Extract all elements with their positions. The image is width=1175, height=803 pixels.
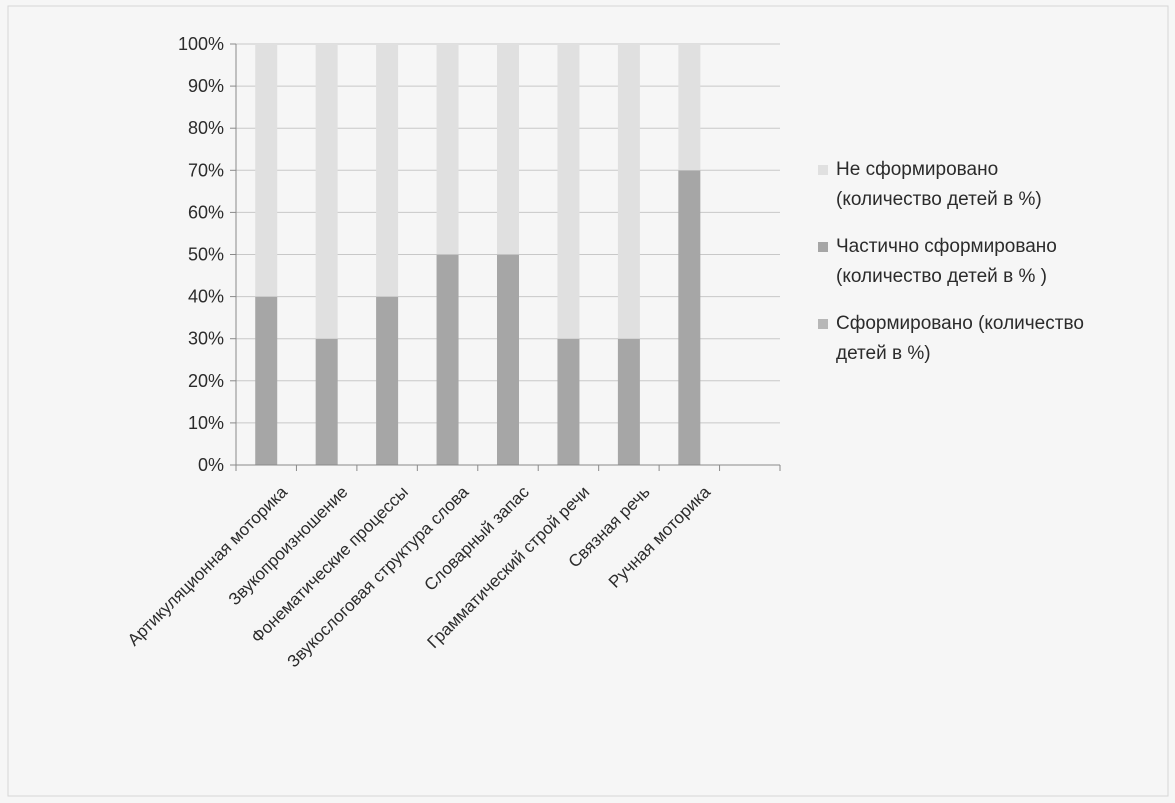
chart-legend: Не сформировано (количество детей в %) Ч…	[818, 155, 1158, 386]
bar-segment	[678, 170, 701, 466]
bar-segment	[376, 44, 399, 297]
y-tick-label: 40%	[188, 287, 224, 307]
y-tick-label: 50%	[188, 245, 224, 265]
axes	[230, 44, 781, 471]
legend-swatch-partially-formed	[818, 242, 828, 252]
legend-swatch-formed	[818, 319, 828, 329]
bar-segment	[497, 254, 519, 465]
y-tick-label: 30%	[188, 329, 224, 349]
bar-segment	[376, 296, 399, 465]
legend-item-partially-formed: Частично сформировано (количество детей …	[818, 232, 1158, 292]
bar-segment	[678, 44, 701, 171]
bar-segment	[255, 44, 278, 297]
bar-segment	[557, 44, 580, 339]
y-tick-label: 100%	[178, 34, 224, 54]
y-axis-tick-labels: 0% 10% 20% 30% 40% 50% 60% 70% 80% 90% 100%	[178, 34, 224, 475]
legend-swatch-not-formed	[818, 165, 828, 175]
bar-segment	[255, 296, 278, 465]
y-tick-label: 10%	[188, 413, 224, 433]
bar-segment	[315, 338, 338, 465]
legend-label-formed: Сформировано (количество детей в %)	[836, 313, 1084, 364]
legend-label-not-formed: Не сформировано (количество детей в %)	[836, 159, 1042, 210]
bar-segment	[557, 338, 580, 465]
legend-item-not-formed: Не сформировано (количество детей в %)	[818, 155, 1158, 215]
bars	[255, 44, 701, 466]
bar-segment	[436, 44, 459, 255]
y-tick-label: 70%	[188, 160, 224, 180]
y-tick-label: 20%	[188, 371, 224, 391]
legend-label-partially-formed: Частично сформировано (количество детей …	[836, 236, 1057, 287]
y-tick-label: 80%	[188, 118, 224, 138]
y-tick-label: 90%	[188, 76, 224, 96]
bar-segment	[497, 44, 519, 255]
bar-segment	[617, 338, 640, 465]
y-tick-label: 60%	[188, 202, 224, 222]
bar-segment	[436, 254, 459, 465]
y-tick-label: 0%	[198, 455, 224, 475]
chart-frame	[7, 5, 1169, 797]
legend-item-formed: Сформировано (количество детей в %)	[818, 309, 1158, 369]
bar-segment	[315, 44, 338, 339]
bar-segment	[617, 44, 640, 339]
